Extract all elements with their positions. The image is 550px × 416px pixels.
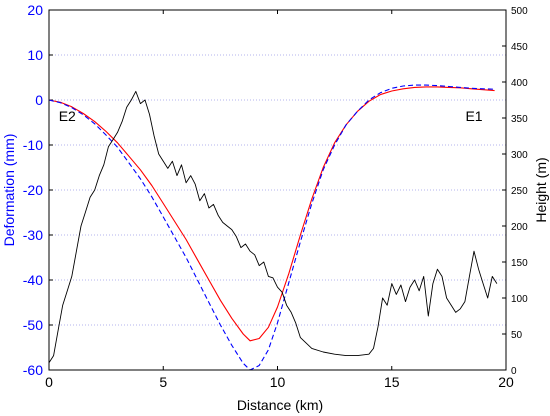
y-left-tick-label: 10 <box>27 47 43 63</box>
y-left-tick-label: -60 <box>23 362 43 378</box>
y-axis-right-label: Height (m) <box>533 157 549 222</box>
y-right-tick-label: 50 <box>511 330 523 341</box>
y-right-tick-label: 100 <box>511 294 528 305</box>
x-tick-label: 20 <box>498 374 514 390</box>
y-right-tick-label: 200 <box>511 222 528 233</box>
x-tick-label: 15 <box>384 374 400 390</box>
right-axis-ticks: 0 50 100 150 200 250 300 350 400 450 500 <box>502 6 528 377</box>
y-right-tick-label: 400 <box>511 78 528 89</box>
y-right-tick-label: 250 <box>511 186 528 197</box>
plot-frame <box>48 9 507 371</box>
x-axis-ticks: 0 5 10 15 20 <box>45 10 514 390</box>
y-left-tick-label: 0 <box>35 92 43 108</box>
annotation-label: E2 <box>59 108 76 124</box>
x-tick-label: 0 <box>45 374 53 390</box>
y-right-tick-label: 150 <box>511 258 528 269</box>
x-axis-label: Distance (km) <box>237 397 323 413</box>
y-left-tick-label: -40 <box>23 272 43 288</box>
series-red-line <box>48 86 495 342</box>
y-right-tick-label: 450 <box>511 42 528 53</box>
series-height-profile-line <box>48 90 498 364</box>
y-right-tick-label: 500 <box>511 6 528 17</box>
annotation-label: E1 <box>465 108 482 124</box>
y-left-tick-label: -10 <box>23 137 43 153</box>
x-tick-label: 5 <box>159 374 167 390</box>
y-left-tick-label: -30 <box>23 227 43 243</box>
x-tick-label: 10 <box>270 374 286 390</box>
y-right-tick-label: 0 <box>511 366 517 377</box>
y-right-tick-label: 300 <box>511 150 528 161</box>
y-axis-left-label: Deformation (mm) <box>1 134 17 247</box>
y-left-tick-label: 20 <box>27 2 43 18</box>
annotations: E2 E1 <box>59 108 483 124</box>
series-group <box>48 84 498 371</box>
left-axis-ticks: -60 -50 -40 -30 -20 -10 0 10 20 <box>23 2 53 378</box>
y-left-tick-label: -20 <box>23 182 43 198</box>
y-left-tick-label: -50 <box>23 317 43 333</box>
y-right-tick-label: 350 <box>511 114 528 125</box>
series-blue-dashed-line <box>48 84 495 371</box>
